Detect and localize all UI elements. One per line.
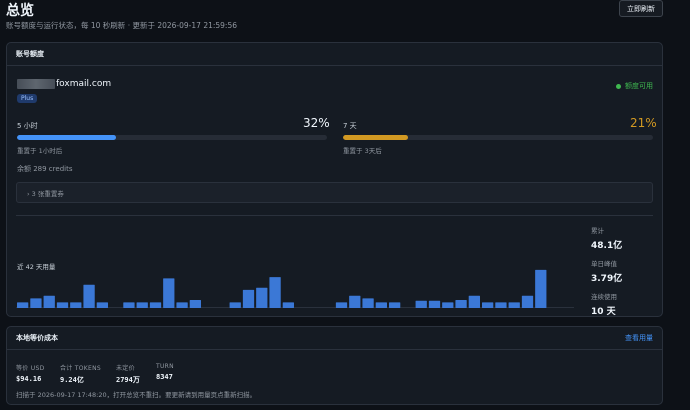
usage-bar-day-18 xyxy=(242,289,255,308)
refresh-now-button[interactable]: 立即刷新 xyxy=(619,0,663,17)
five-hour-progress-fill xyxy=(17,135,117,140)
cost-value: 2794万 xyxy=(116,376,140,384)
cost-card-title: 本地等价成本 xyxy=(16,334,58,342)
total-label: 累计 xyxy=(591,227,604,235)
email-redaction-mask xyxy=(17,79,55,89)
usage-bar-day-35 xyxy=(468,295,480,308)
cost-label: 合计 TOKENS xyxy=(60,365,102,372)
usage-bar-day-21 xyxy=(282,302,294,308)
cost-item-tokens: 合计 TOKENS 9.24亿 xyxy=(60,363,101,385)
usage-bar-day-33 xyxy=(442,302,454,308)
view-usage-link[interactable]: 查看用量 xyxy=(625,334,653,342)
usage-chart-label: 近 42 天用量 xyxy=(17,263,56,271)
page-title: 总览 xyxy=(6,3,34,19)
seven-day-reset: 重置于 3天后 xyxy=(343,147,382,155)
cost-value: 8347 xyxy=(156,373,173,381)
usage-bar-day-12 xyxy=(163,278,175,308)
cost-value: $94.16 xyxy=(16,375,42,383)
peak-label: 单日峰值 xyxy=(591,260,617,268)
reset-vouchers-toggle[interactable]: › 3 张重置券 xyxy=(16,182,653,203)
usage-bar-day-6 xyxy=(83,284,95,308)
cost-label: 未定价 xyxy=(116,365,135,372)
usage-bar-day-31 xyxy=(415,300,427,308)
seven-day-label: 7 天 xyxy=(343,122,357,130)
usage-bar-day-10 xyxy=(136,302,148,308)
cost-card-header: 本地等价成本 查看用量 xyxy=(7,327,662,350)
usage-bar-day-2 xyxy=(30,298,42,308)
usage-bar-day-26 xyxy=(349,295,361,308)
usage-stats: 累计 48.1亿 单日峰值 3.79亿 连续使用 10 天 xyxy=(591,225,622,317)
usage-bar-day-20 xyxy=(269,277,281,308)
usage-bar-day-5 xyxy=(70,302,82,308)
seven-day-progress-track xyxy=(343,135,653,140)
usage-bar-day-27 xyxy=(362,298,374,308)
quota-card-title: 账号额度 xyxy=(16,50,44,58)
usage-bar-day-32 xyxy=(428,300,441,308)
usage-bar-day-38 xyxy=(508,302,520,308)
usage-bar-day-3 xyxy=(43,295,55,308)
five-hour-reset: 重置于 1小时后 xyxy=(17,147,63,155)
total-value: 48.1亿 xyxy=(591,241,623,251)
status-dot-icon xyxy=(616,83,621,89)
section-divider xyxy=(16,215,653,216)
quota-status: 额度可用 xyxy=(616,81,653,91)
usage-bar-day-11 xyxy=(149,302,162,308)
scan-note: 扫描于 2026-09-17 17:48:20，打开总览不重扫。要更新请到用量页… xyxy=(16,391,257,399)
cost-item-usd: 等价 USD $94.16 xyxy=(16,363,45,383)
quota-status-label: 额度可用 xyxy=(625,82,653,90)
cost-item-turn: TURN 8347 xyxy=(156,363,174,381)
usage-bar-day-39 xyxy=(521,295,534,308)
cost-item-unpriced: 未定价 2794万 xyxy=(116,363,140,385)
usage-bar-day-14 xyxy=(189,300,201,308)
usage-bar-day-36 xyxy=(482,302,494,308)
cost-label: 等价 USD xyxy=(16,365,45,372)
streak-value: 10 天 xyxy=(591,307,616,317)
five-hour-label: 5 小时 xyxy=(17,122,38,130)
peak-value: 3.79亿 xyxy=(591,274,623,284)
usage-bar-day-7 xyxy=(96,302,108,308)
streak-label: 连续使用 xyxy=(591,293,617,301)
usage-bar-day-4 xyxy=(56,302,69,308)
seven-day-percent: 21% xyxy=(630,116,657,130)
usage-bar-day-1 xyxy=(17,302,29,308)
account-email: foxmail.com xyxy=(17,79,111,89)
cost-value: 9.24亿 xyxy=(60,376,84,384)
page-subtitle: 账号额度与运行状态，每 10 秒刷新 · 更新于 2026-09-17 21:5… xyxy=(6,21,238,30)
usage-bar-day-9 xyxy=(123,302,135,308)
credit-balance: 余额 289 credits xyxy=(17,165,73,173)
five-hour-progress-track xyxy=(17,135,327,140)
seven-day-progress-fill xyxy=(343,135,409,140)
account-email-domain: foxmail.com xyxy=(56,79,112,89)
quota-card: 账号额度 foxmail.com Plus 额度可用 5 小时 32% 重置于 … xyxy=(6,42,663,317)
quota-card-header: 账号额度 xyxy=(7,43,662,66)
usage-bar-day-13 xyxy=(176,302,188,308)
usage-bar-day-37 xyxy=(495,302,507,308)
plan-badge: Plus xyxy=(17,94,38,103)
usage-bar-day-28 xyxy=(375,302,387,308)
usage-bar-day-19 xyxy=(256,287,268,308)
usage-bar-day-40 xyxy=(535,269,547,308)
usage-bar-day-29 xyxy=(389,302,401,308)
cost-card: 本地等价成本 查看用量 等价 USD $94.16 合计 TOKENS 9.24… xyxy=(6,326,663,405)
five-hour-percent: 32% xyxy=(303,116,330,130)
usage-bar-day-34 xyxy=(455,300,467,308)
usage-bar-day-17 xyxy=(229,302,241,308)
cost-label: TURN xyxy=(156,363,174,370)
usage-bar-chart xyxy=(16,269,574,308)
usage-bar-day-25 xyxy=(335,302,348,308)
